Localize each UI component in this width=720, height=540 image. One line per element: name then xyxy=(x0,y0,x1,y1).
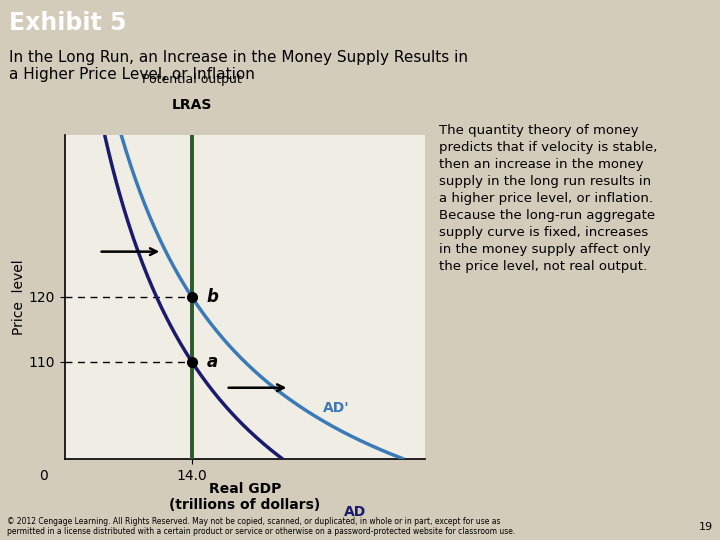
Text: © 2012 Cengage Learning. All Rights Reserved. May not be copied, scanned, or dup: © 2012 Cengage Learning. All Rights Rese… xyxy=(7,517,516,536)
Text: a: a xyxy=(207,353,218,371)
Text: AD: AD xyxy=(344,505,366,519)
Text: LRAS: LRAS xyxy=(171,98,212,112)
Text: The quantity theory of money
predicts that if velocity is stable,
then an increa: The quantity theory of money predicts th… xyxy=(439,124,657,273)
Text: AD': AD' xyxy=(323,401,350,415)
Text: (trillions of dollars): (trillions of dollars) xyxy=(169,498,320,512)
Text: Exhibit 5: Exhibit 5 xyxy=(9,11,126,35)
Text: Real GDP: Real GDP xyxy=(209,482,281,496)
Text: Potential output: Potential output xyxy=(142,73,242,86)
Text: b: b xyxy=(207,288,219,306)
Text: In the Long Run, an Increase in the Money Supply Results in
a Higher Price Level: In the Long Run, an Increase in the Mone… xyxy=(9,50,468,82)
Text: 19: 19 xyxy=(698,522,713,531)
Text: 0: 0 xyxy=(39,469,48,483)
Y-axis label: Price  level: Price level xyxy=(12,259,26,335)
